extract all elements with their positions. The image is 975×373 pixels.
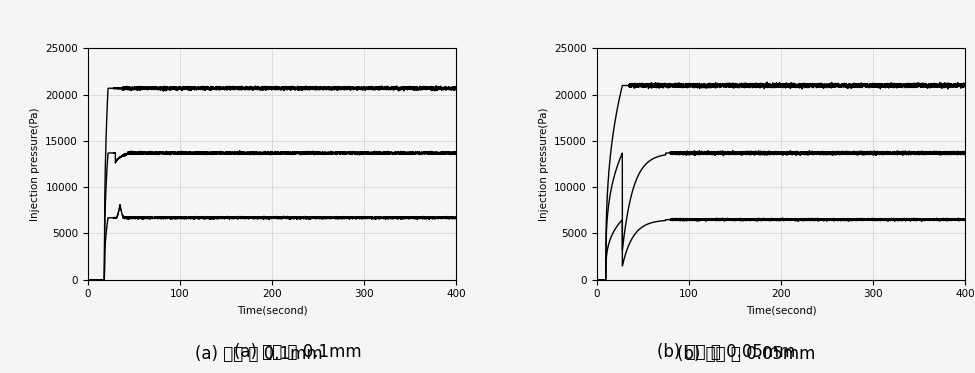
Text: (a) 균열 폭 0.1mm: (a) 균열 폭 0.1mm bbox=[234, 344, 361, 361]
X-axis label: Time(second): Time(second) bbox=[746, 305, 816, 315]
Text: (b) 균열 폭 0.05mm: (b) 균열 폭 0.05mm bbox=[657, 344, 796, 361]
Text: (b) 균열 폭 0.05mm: (b) 균열 폭 0.05mm bbox=[677, 345, 815, 363]
X-axis label: Time(second): Time(second) bbox=[237, 305, 307, 315]
Y-axis label: Injection pressure(Pa): Injection pressure(Pa) bbox=[538, 107, 549, 221]
Y-axis label: Injection pressure(Pa): Injection pressure(Pa) bbox=[29, 107, 40, 221]
Text: (a) 균열 폭 0.1mm: (a) 균열 폭 0.1mm bbox=[195, 345, 322, 363]
